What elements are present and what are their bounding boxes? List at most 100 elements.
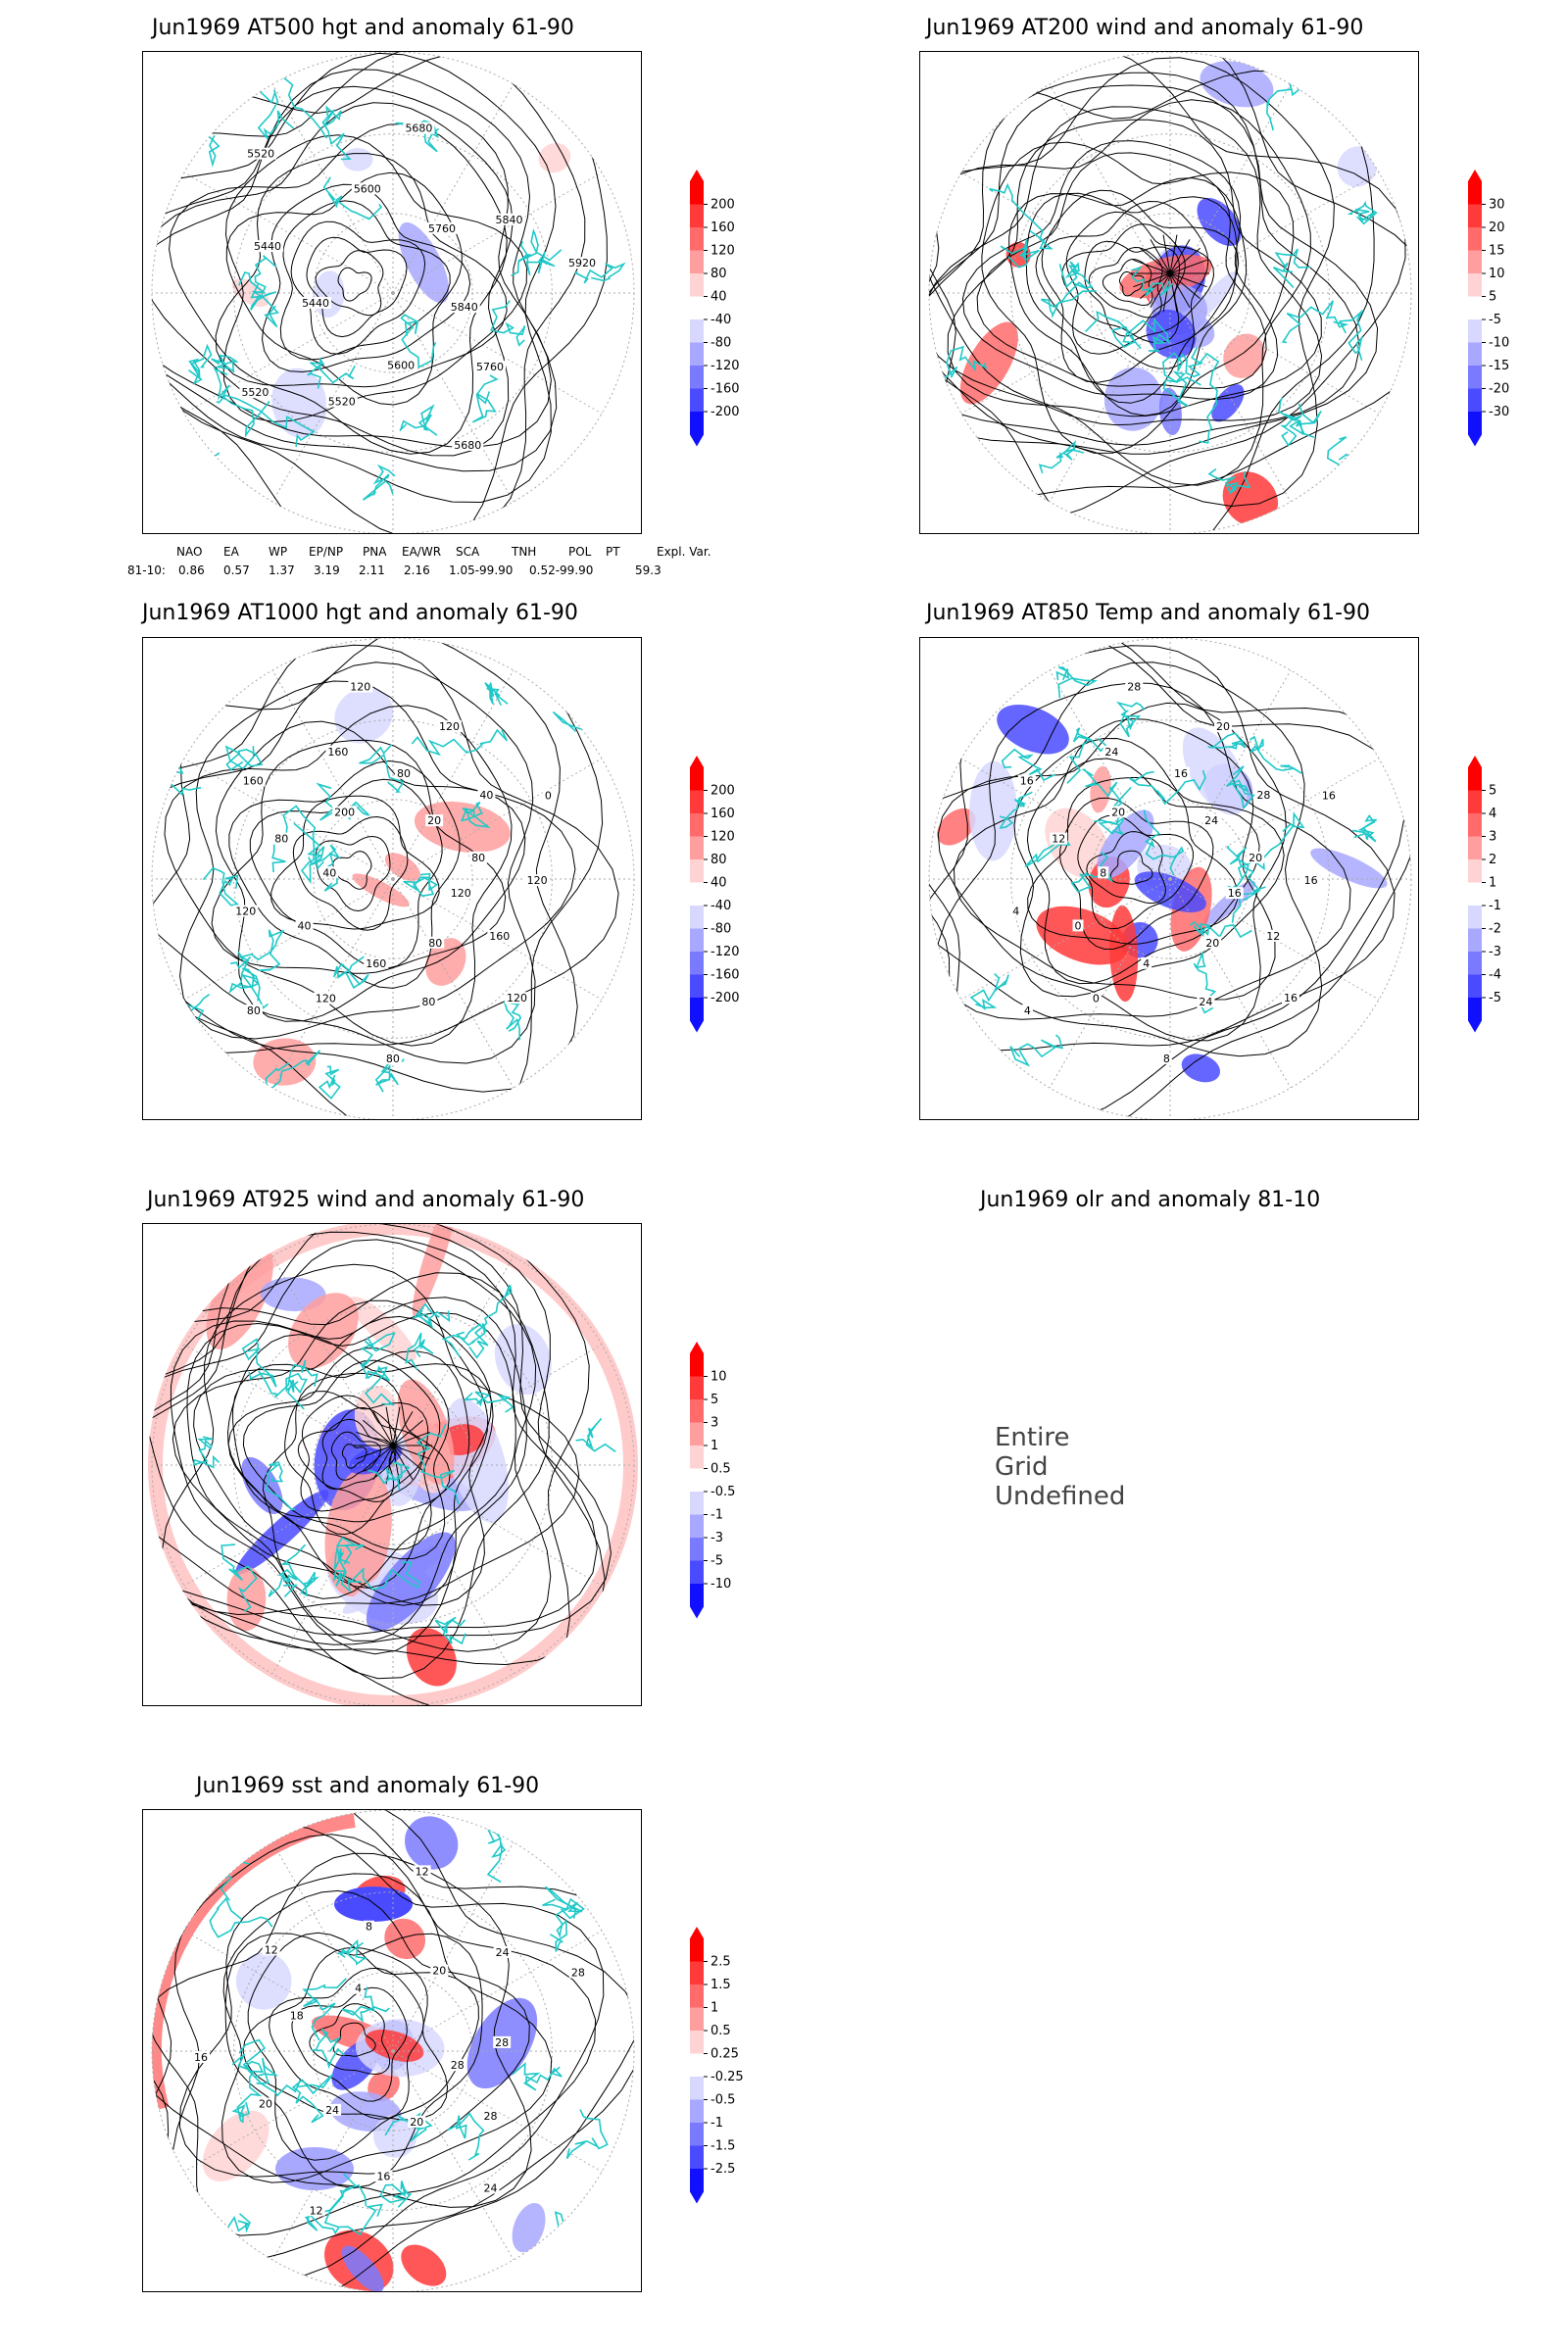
colorbar-sst: 2.5 1.5 1 0.5 0.25 -0.25 -0.5 -1 -1.5 -2.5 xyxy=(686,1927,755,2207)
tele-h-ea: EA xyxy=(223,545,239,559)
meridian-line xyxy=(1169,172,1380,294)
tele-h-pna: PNA xyxy=(363,545,387,559)
meridian-line xyxy=(392,172,603,294)
map-at200 xyxy=(919,51,1419,534)
contour-label: 16 xyxy=(1228,887,1242,900)
colorbar-sst-svg: 2.5 1.5 1 0.5 0.25 -0.25 -0.5 -1 -1.5 -2.5 xyxy=(690,1927,744,2204)
contour-label-bg xyxy=(448,887,473,900)
contour-line xyxy=(1013,737,1285,998)
colorbar-segment xyxy=(1468,906,1482,929)
coastline xyxy=(395,120,440,153)
contour-line xyxy=(262,1372,451,1523)
coastline xyxy=(238,929,285,972)
contour-label: 0 xyxy=(545,789,552,802)
coastline xyxy=(1351,814,1378,843)
contour-line xyxy=(222,134,528,422)
colorbar-segment xyxy=(1468,928,1482,952)
colorbar-label: 3 xyxy=(710,1416,718,1431)
coastline xyxy=(999,791,1033,829)
contour-label-bg xyxy=(481,2181,500,2194)
coastline xyxy=(368,1461,411,1491)
streamline xyxy=(363,1445,394,1472)
contour-label: 5680 xyxy=(405,122,432,135)
coastline xyxy=(307,356,356,389)
latitude-circle xyxy=(1010,133,1330,453)
coastline-group xyxy=(935,54,1378,495)
coastline xyxy=(291,2074,334,2124)
contour-line xyxy=(152,69,558,472)
contour-line xyxy=(152,52,608,533)
anomaly-shade xyxy=(405,1816,459,1870)
coastline xyxy=(302,1978,347,2041)
contour-line xyxy=(1058,797,1214,951)
contour-line xyxy=(929,99,1311,486)
contour-label-bg xyxy=(348,680,373,693)
anomaly-shade xyxy=(349,1297,416,1361)
contour-line xyxy=(152,102,514,457)
anomaly-shade xyxy=(401,2244,447,2286)
meridian-line xyxy=(1049,878,1171,1089)
coastline xyxy=(332,1547,353,1593)
contour-label: 120 xyxy=(350,681,370,694)
coastline xyxy=(1115,701,1146,738)
contour-label-bg xyxy=(1247,851,1265,863)
colorbar-segment xyxy=(690,181,704,205)
streamline xyxy=(363,1419,394,1446)
colorbar-label: -4 xyxy=(1489,968,1501,983)
coastline xyxy=(403,872,439,898)
colorbar-segment xyxy=(1468,319,1482,343)
colorbar-at500: 200 160 120 80 40 -40 -80 -120 -160 -200 xyxy=(686,170,755,450)
contour-label: 24 xyxy=(1104,746,1118,759)
colorbar-label: 80 xyxy=(710,853,727,867)
map-sst: 28 28 24 20 16 12 24 20 16 18 12 4 8 12 20 24 28 28 xyxy=(142,1809,642,2292)
colorbar-label: -10 xyxy=(1489,336,1509,351)
contour-line xyxy=(152,1824,605,2279)
anomaly-shade xyxy=(372,2115,417,2158)
anomaly-shade xyxy=(494,1323,552,1396)
colorbar-arrow-top xyxy=(690,170,704,181)
contour-line xyxy=(321,1418,397,1491)
coastline xyxy=(1289,403,1322,438)
contour-label-bg xyxy=(474,361,507,373)
contour-label: 5600 xyxy=(387,360,415,372)
contour-label: 120 xyxy=(507,992,527,1004)
coastline xyxy=(220,1544,258,1612)
contour-label: 120 xyxy=(439,720,460,733)
map-at1000: 120 160 120 80 80 80 160 120 80 40 120 40 80 160 200 16… xyxy=(142,637,642,1120)
contour-label-bg xyxy=(481,2110,500,2123)
coastline xyxy=(265,1461,296,1511)
contour-label-bg xyxy=(257,2097,275,2110)
streamline xyxy=(392,1419,423,1446)
anomaly-shade xyxy=(1090,765,1111,813)
contour-label: 16 xyxy=(1322,789,1336,802)
anomaly-shade xyxy=(1337,146,1378,187)
coastline xyxy=(1129,318,1170,352)
meridian-line xyxy=(960,758,1171,880)
contour-label: 28 xyxy=(571,1967,585,1980)
contour-label-bg xyxy=(566,257,599,270)
contour-label: 5840 xyxy=(451,301,478,314)
colorbar-label: 200 xyxy=(710,198,735,213)
coastline xyxy=(416,1423,460,1505)
coastline xyxy=(1278,397,1302,447)
streamline xyxy=(1133,272,1171,288)
colorbar-segment xyxy=(1468,227,1482,251)
coastline xyxy=(574,262,626,284)
contour-group xyxy=(929,52,1411,533)
contour-line xyxy=(148,1224,612,1645)
contour-label: 16 xyxy=(376,2170,390,2182)
colorbar-at200-svg: 30 20 15 10 5 -5 -10 -15 -20 -30 xyxy=(1468,170,1509,447)
contour-label-bg xyxy=(524,874,550,887)
coastline xyxy=(405,1332,434,1370)
coastline xyxy=(271,805,317,873)
contour-line xyxy=(1008,177,1248,416)
coastline xyxy=(485,1826,507,1884)
contour-label-bg xyxy=(413,1865,431,1878)
contour-line xyxy=(981,141,1295,454)
anomaly-shade xyxy=(937,808,976,846)
coastline xyxy=(1191,347,1220,444)
colorbar-segment xyxy=(690,1446,704,1469)
contour-label-bg xyxy=(1125,680,1144,693)
colorbar-label: -0.5 xyxy=(710,1485,735,1499)
latitude-circle xyxy=(233,1891,553,2211)
